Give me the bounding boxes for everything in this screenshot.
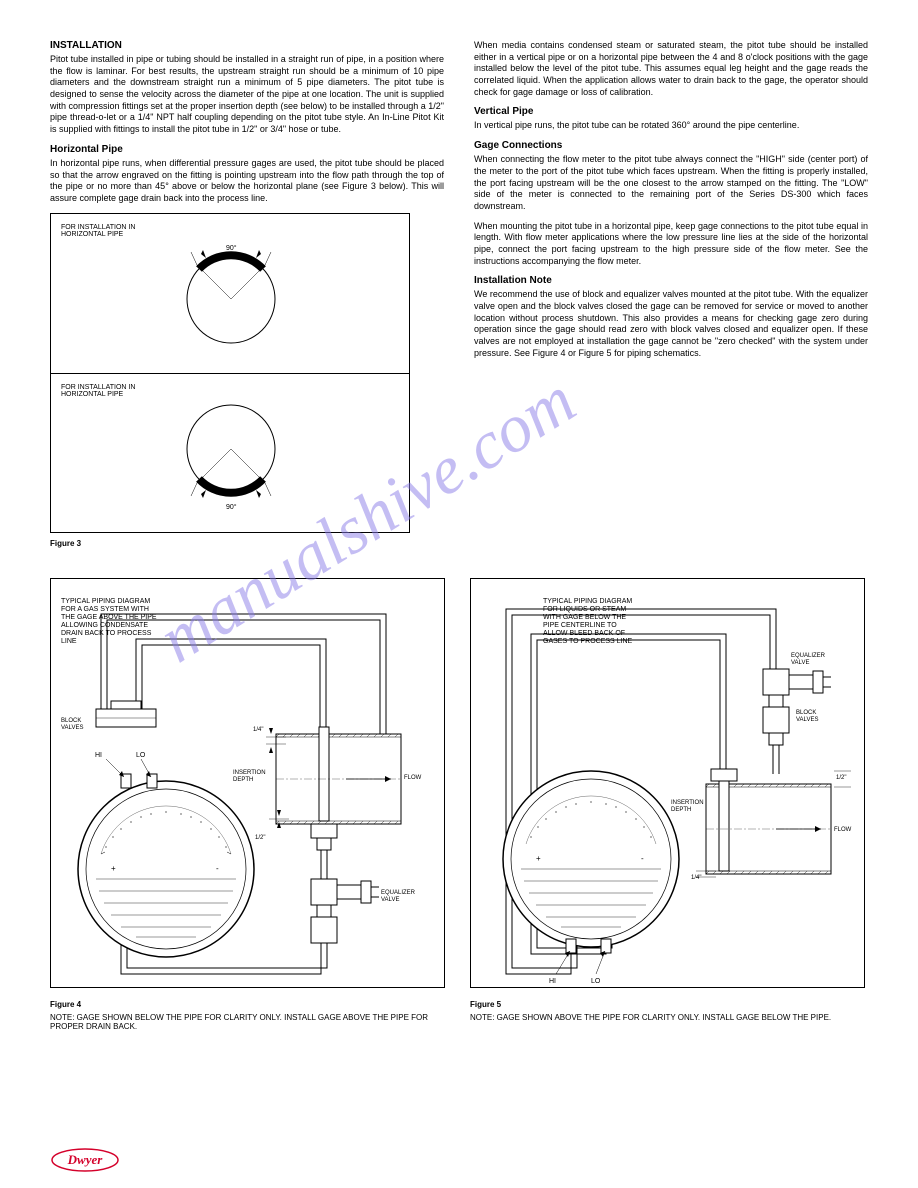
figure-5-note: NOTE: GAGE SHOWN ABOVE THE PIPE FOR CLAR…	[470, 1013, 865, 1022]
connections-body: When connecting the flow meter to the pi…	[474, 154, 868, 212]
figure-3-caption: Figure 3	[50, 539, 444, 548]
svg-text:VALVE: VALVE	[791, 660, 809, 666]
horizontal-body: In horizontal pipe runs, when differenti…	[50, 158, 444, 205]
figure-5-caption: Figure 5	[470, 1000, 865, 1009]
figure-3: 90° FOR INSTALLATION INHORIZONTAL PIPE 9…	[50, 213, 410, 533]
install-note-body: We recommend the use of block and equali…	[474, 289, 868, 359]
svg-text:INSERTION: INSERTION	[233, 770, 266, 776]
svg-text:VALVES: VALVES	[796, 717, 818, 723]
svg-text:EQUALIZER: EQUALIZER	[381, 890, 416, 896]
svg-text:TYPICAL PIPING DIAGRAM: TYPICAL PIPING DIAGRAM FOR LIQUIDS OR ST…	[543, 598, 634, 645]
fig3-angle-top: 90°	[226, 244, 237, 252]
svg-text:VALVES: VALVES	[61, 725, 83, 731]
svg-text:EQUALIZER: EQUALIZER	[791, 653, 826, 659]
eq-valve-assembly	[311, 879, 379, 959]
svg-text:DEPTH: DEPTH	[671, 807, 691, 813]
svg-text:+: +	[536, 854, 541, 863]
right-p1: When media contains condensed steam or s…	[474, 40, 868, 98]
svg-text:1/4": 1/4"	[691, 875, 701, 881]
right-column: When media contains condensed steam or s…	[474, 40, 868, 548]
svg-text:FLOW: FLOW	[834, 827, 852, 833]
svg-text:VALVE: VALVE	[381, 897, 399, 903]
svg-text:-: -	[216, 864, 219, 873]
svg-text:1/2": 1/2"	[836, 775, 846, 781]
svg-text:LO: LO	[591, 978, 601, 985]
logo-text: Dwyer	[67, 1152, 104, 1167]
svg-text:INSERTION: INSERTION	[671, 800, 704, 806]
fig4-piping-label: TYPICAL PIPING DIAGRAM FOR A GAS SYSTEM …	[61, 598, 159, 645]
connections-body2: When mounting the pitot tube in a horizo…	[474, 221, 868, 268]
svg-text:+: +	[111, 864, 116, 873]
fig3-top-label: FOR INSTALLATION INHORIZONTAL PIPE	[61, 224, 151, 239]
connections-heading: Gage Connections	[474, 140, 868, 151]
svg-text:LO: LO	[136, 752, 146, 759]
vertical-body: In vertical pipe runs, the pitot tube ca…	[474, 120, 868, 132]
pipe-section	[266, 727, 401, 879]
horizontal-heading: Horizontal Pipe	[50, 144, 444, 155]
gage: + -	[78, 759, 254, 957]
fig3-bottom-label: FOR INSTALLATION INHORIZONTAL PIPE	[61, 384, 151, 399]
installation-heading: INSTALLATION	[50, 40, 444, 51]
svg-text:BLOCK: BLOCK	[61, 718, 81, 724]
installation-body: Pitot tube installed in pipe or tubing s…	[50, 54, 444, 136]
figure-3-bottom: 90° FOR INSTALLATION INHORIZONTAL PIPE	[51, 373, 409, 532]
figure-5: + - TYPICAL PIPING DIAGRAM FOR LIQUIDS O…	[470, 578, 865, 988]
figure-4-caption: Figure 4	[50, 1000, 445, 1009]
svg-text:BLOCK: BLOCK	[796, 710, 816, 716]
figure-4: + - TYPICAL PIPING DIAGRAM FOR A GAS SYS…	[50, 578, 445, 988]
left-column: INSTALLATION Pitot tube installed in pip…	[50, 40, 444, 548]
figure-3-top: 90° FOR INSTALLATION INHORIZONTAL PIPE	[51, 214, 409, 373]
svg-text:DEPTH: DEPTH	[233, 777, 253, 783]
svg-text:FLOW: FLOW	[404, 775, 422, 781]
svg-text:-: -	[641, 854, 644, 863]
install-note-heading: Installation Note	[474, 275, 868, 286]
fig3-angle-bottom: 90°	[226, 503, 237, 511]
vertical-heading: Vertical Pipe	[474, 106, 868, 117]
dwyer-logo: Dwyer	[50, 1147, 120, 1173]
svg-text:1/2": 1/2"	[255, 835, 265, 841]
svg-text:1/4": 1/4"	[253, 727, 263, 733]
svg-text:HI: HI	[95, 752, 102, 759]
figure-4-note: NOTE: GAGE SHOWN BELOW THE PIPE FOR CLAR…	[50, 1013, 445, 1031]
svg-text:HI: HI	[549, 978, 556, 985]
